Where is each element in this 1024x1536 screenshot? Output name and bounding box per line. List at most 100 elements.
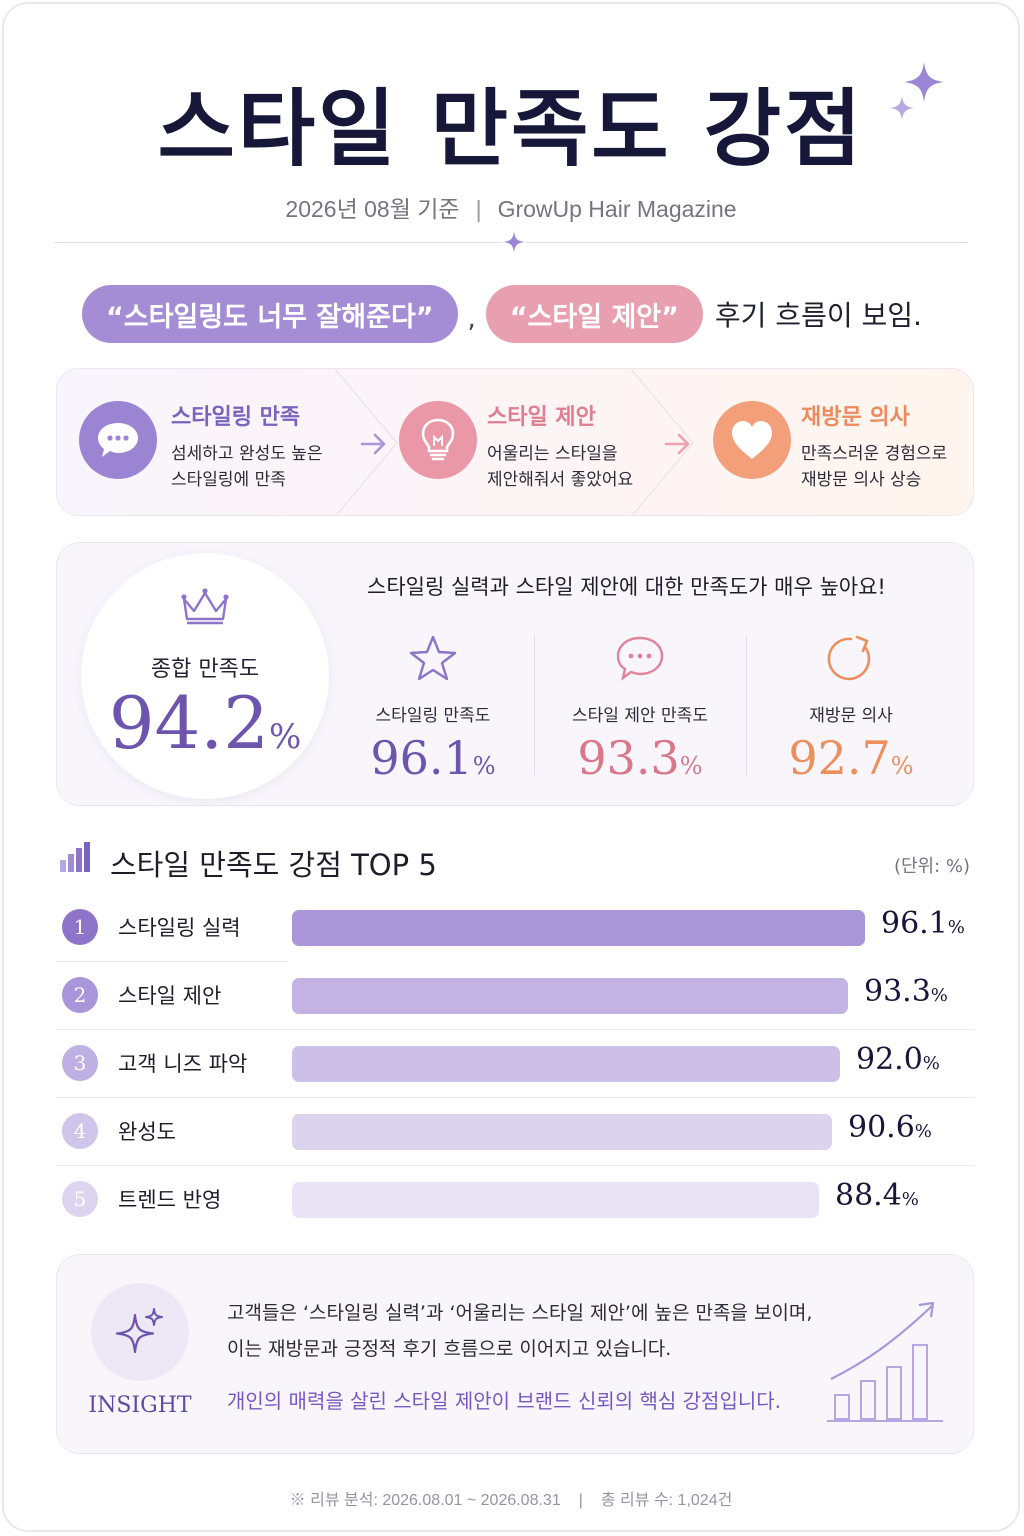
flow-item-suggestion: 스타일 제안 어울리는 스타일을 제안해줘서 좋았어요	[373, 369, 673, 515]
growth-chart-icon	[827, 1301, 943, 1422]
footer-divider: |	[578, 1492, 583, 1509]
rank-row: 1 스타일링 실력 96.1%	[56, 894, 974, 962]
metric-value-unit: %	[679, 752, 703, 780]
rank-row: 5 트렌드 반영 88.4%	[56, 1166, 974, 1234]
review-flow-strip: 스타일링 만족 섬세하고 완성도 높은 스타일링에 만족 스타일 제안 어울리는…	[56, 368, 974, 516]
bar-chart-icon	[60, 842, 90, 872]
flow-item-revisit: 재방문 의사 만족스러운 경험으로 재방문 의사 상승	[689, 369, 973, 515]
insight-card: INSIGHT 고객들은 ‘스타일링 실력’과 ‘어울리는 스타일 제안’에 높…	[56, 1254, 974, 1454]
flow-title-revisit: 재방문 의사	[801, 405, 910, 430]
quote-pill-styling: “스타일링도 너무 잘해준다”	[82, 285, 458, 343]
insight-sparkle-icon	[91, 1283, 189, 1381]
bar	[292, 1114, 832, 1150]
row-divider	[56, 961, 288, 962]
bar-value: 88.4%	[835, 1178, 919, 1213]
sparkle-icon	[890, 62, 944, 120]
subtitle-divider: |	[475, 196, 482, 222]
quote-tail-text: 후기 흐름이 보임.	[714, 299, 922, 332]
refresh-icon	[827, 635, 871, 681]
rank-row: 2 스타일 제안 93.3%	[56, 962, 974, 1030]
insight-emphasis: 개인의 매력을 살린 스타일 제안이 브랜드 신뢰의 핵심 강점입니다.	[227, 1389, 782, 1413]
bar-value-number: 88.4	[835, 1178, 902, 1213]
flow-desc-line: 만족스러운 경험으로	[801, 444, 948, 464]
bar-value-number: 92.0	[856, 1042, 923, 1077]
row-divider	[56, 1097, 974, 1098]
bar	[292, 910, 865, 946]
flow-title-styling: 스타일링 만족	[171, 405, 301, 430]
bar	[292, 1046, 840, 1082]
crown-icon	[181, 588, 229, 625]
bar-value-unit: %	[947, 917, 965, 938]
rank-label: 트렌드 반영	[118, 1188, 222, 1212]
flow-desc-line: 어울리는 스타일을	[487, 444, 618, 464]
speech-bubble-icon	[616, 636, 664, 681]
chat-bubble-icon	[79, 401, 157, 479]
metric-label: 재방문 의사	[809, 706, 893, 726]
rank-badge: 4	[62, 1113, 98, 1149]
metric-value-number: 93.3	[577, 731, 680, 785]
bar	[292, 1182, 819, 1218]
divider-sparkle-icon	[502, 230, 526, 254]
top5-header: 스타일 만족도 강점 TOP 5 (단위: %)	[60, 840, 974, 882]
rank-label: 스타일링 실력	[118, 916, 241, 940]
date-label: 2026년 08월 기준	[285, 196, 460, 222]
overall-value-number: 94.2	[108, 681, 269, 765]
bar-value-unit: %	[914, 1121, 932, 1142]
arrow-right-icon	[360, 433, 386, 455]
row-divider	[56, 1029, 974, 1030]
subtitle: 2026년 08월 기준 | GrowUp Hair Magazine	[4, 190, 1018, 224]
row-divider	[56, 1165, 974, 1166]
flow-desc-suggestion: 어울리는 스타일을 제안해줘서 좋았어요	[487, 441, 633, 493]
bar-value: 96.1%	[881, 906, 965, 941]
metric-value-number: 96.1	[370, 731, 473, 785]
metric-value: 96.1%	[333, 731, 533, 785]
overall-value-unit: %	[269, 717, 302, 757]
insight-line: 고객들은 ‘스타일링 실력’과 ‘어울리는 스타일 제안’에 높은 만족을 보이…	[227, 1302, 813, 1324]
bar-value-unit: %	[901, 1189, 919, 1210]
rank-row: 4 완성도 90.6%	[56, 1098, 974, 1166]
rank-badge: 1	[62, 909, 98, 945]
flow-desc-line: 섬세하고 완성도 높은	[171, 444, 323, 464]
metric-value: 92.7%	[751, 731, 951, 785]
rank-label: 스타일 제안	[118, 984, 222, 1008]
quote-row: “스타일링도 너무 잘해준다” , “스타일 제안” 후기 흐름이 보임.	[82, 284, 922, 344]
metric-value: 93.3%	[540, 731, 740, 785]
bar-value-unit: %	[922, 1053, 940, 1074]
bar	[292, 978, 848, 1014]
rank-badge: 2	[62, 977, 98, 1013]
bar-value-unit: %	[930, 985, 948, 1006]
metric-divider	[534, 635, 535, 775]
flow-chevron-dividers	[334, 369, 694, 515]
rank-badge: 5	[62, 1181, 98, 1217]
rank-row: 3 고객 니즈 파악 92.0%	[56, 1030, 974, 1098]
overall-satisfaction-circle: 종합 만족도 94.2%	[81, 553, 329, 799]
bar-value-number: 96.1	[881, 906, 948, 941]
insight-line: 이는 재방문과 긍정적 후기 흐름으로 이어지고 있습니다.	[227, 1338, 672, 1360]
metric-revisit: 재방문 의사 92.7%	[751, 631, 951, 791]
bar-value: 90.6%	[848, 1110, 932, 1145]
metric-label: 스타일링 만족도	[375, 706, 491, 726]
bar-value-number: 93.3	[864, 974, 931, 1009]
star-icon	[409, 635, 457, 681]
metric-value-number: 92.7	[788, 731, 891, 785]
metric-suggestion: 스타일 제안 만족도 93.3%	[540, 631, 740, 791]
quote-comma: ,	[467, 304, 476, 334]
metric-value-unit: %	[890, 752, 914, 780]
flow-desc-revisit: 만족스러운 경험으로 재방문 의사 상승	[801, 441, 947, 493]
top5-title: 스타일 만족도 강점 TOP 5	[110, 848, 437, 882]
bar-value-number: 90.6	[848, 1110, 915, 1145]
page-title: 스타일 만족도 강점	[157, 80, 865, 178]
insight-label: INSIGHT	[88, 1393, 192, 1418]
footer: ※ 리뷰 분석: 2026.08.01 ~ 2026.08.31 | 총 리뷰 수:…	[4, 1486, 1018, 1510]
overall-label: 종합 만족도	[150, 657, 260, 682]
satisfaction-stats-card: 종합 만족도 94.2% 스타일링 실력과 스타일 제안에 대한 만족도가 매우…	[56, 542, 974, 806]
review-period: ※ 리뷰 분석: 2026.08.01 ~ 2026.08.31	[289, 1492, 561, 1509]
overall-value: 94.2%	[81, 681, 329, 765]
flow-desc-line: 스타일링에 만족	[171, 470, 286, 490]
flow-item-styling: 스타일링 만족 섬세하고 완성도 높은 스타일링에 만족	[57, 369, 357, 515]
review-count: 총 리뷰 수: 1,024건	[600, 1492, 733, 1509]
publisher-label: GrowUp Hair Magazine	[497, 196, 737, 222]
flow-desc-line: 제안해줘서 좋았어요	[487, 470, 634, 490]
bar-value: 93.3%	[864, 974, 948, 1009]
